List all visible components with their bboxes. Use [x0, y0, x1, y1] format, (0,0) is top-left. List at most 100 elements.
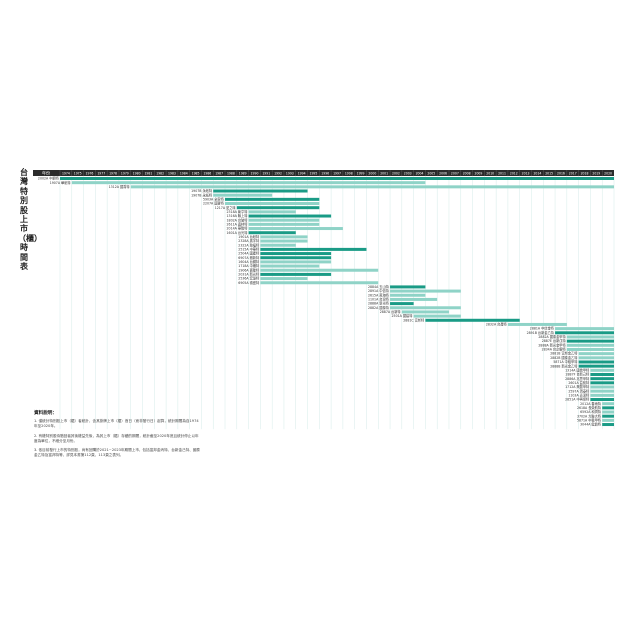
year-tick-label: 1989: [239, 171, 247, 175]
year-tick-label: 1974: [62, 171, 70, 175]
year-tick-label: 1982: [156, 171, 164, 175]
year-tick-label: 1995: [309, 171, 317, 175]
bar-label: 2031A 新光特: [238, 272, 260, 277]
year-tick-label: 1980: [133, 171, 141, 175]
timeline-bar: [590, 372, 614, 376]
bar-label: 5903A 全家特: [203, 196, 225, 201]
year-tick-label: 2014: [533, 171, 541, 175]
timeline-bar: [413, 314, 461, 318]
year-tick-label: 1983: [168, 171, 176, 175]
bar-label: 6592A 和潤特: [580, 409, 602, 414]
year-tick-label: 1988: [227, 171, 235, 175]
bar-label: 1718A 中纖特: [238, 263, 260, 268]
timeline-bar: [578, 352, 614, 356]
bar-label: 2012A 春雨特: [580, 401, 602, 406]
bar-label: 2515A 中華特: [238, 246, 260, 251]
timeline-bar: [260, 239, 308, 243]
year-tick-label: 1998: [345, 171, 353, 175]
year-tick-label: 2006: [439, 171, 447, 175]
chart-title: 台灣特別股上市（櫃）時間表: [18, 168, 42, 272]
bar-label: 2618A 長榮航特: [577, 405, 602, 410]
timeline-bar: [260, 277, 308, 281]
bar-label: 2834A 台企銀特: [542, 347, 567, 352]
bar-label: 2207A 國寶特: [203, 201, 225, 206]
timeline-bar: [225, 197, 320, 201]
timeline-bar: [590, 381, 614, 385]
timeline-bar: [260, 272, 332, 276]
year-tick-label: 2004: [416, 171, 424, 175]
year-tick-label: 2019: [592, 171, 600, 175]
bar-label: 2881B 富邦金乙特: [550, 351, 578, 356]
bar-label: 2501A 國建特: [392, 313, 414, 318]
bar-label: 2888A 新光特: [368, 301, 390, 306]
bar-label: 2002A 中鋼特: [38, 176, 60, 181]
timeline-bar: [425, 318, 520, 322]
timeline-bar: [225, 202, 320, 206]
bar-label: 2322A 致福特: [238, 242, 260, 247]
year-tick-label: 1997: [333, 171, 341, 175]
year-tick-label: 2008: [463, 171, 471, 175]
timeline-bar: [602, 402, 614, 406]
bar-label: 2887E 台新戊特: [542, 338, 567, 343]
timeline-bar: [602, 406, 614, 410]
year-tick-label: 2015: [545, 171, 553, 175]
timeline-bar: [566, 343, 614, 347]
timeline-bar: [248, 222, 320, 226]
bar-label: 2881A 中信金特: [530, 326, 555, 331]
year-tick-label: 2012: [510, 171, 518, 175]
timeline-bar: [390, 293, 426, 297]
year-tick-label: 1985: [192, 171, 200, 175]
bar-label: 2615A 萬海特: [368, 292, 390, 297]
timeline-bar: [590, 389, 614, 393]
bar-label: 2536A 宏璟特: [238, 276, 260, 281]
timeline-bar: [390, 297, 438, 301]
year-tick-label: 1991: [262, 171, 270, 175]
timeline-bar: [213, 189, 308, 193]
timeline-bar: [260, 235, 308, 239]
bar-label: 1906A 寶隆特: [238, 267, 260, 272]
year-tick-label: 2020: [604, 171, 612, 175]
timeline-bar: [248, 231, 296, 235]
bar-label: 1802A 台玻特: [227, 217, 249, 222]
bar-label: 2882A 國泰特: [368, 305, 390, 310]
timeline-bar: [248, 227, 343, 231]
timeline-bar: [260, 243, 296, 247]
bar-label: 2887F 台新己特: [566, 372, 591, 377]
year-header-bar: [33, 170, 614, 176]
timeline-bar: [260, 252, 332, 256]
timeline-bar: [130, 185, 615, 189]
bar-label: 2832A 台產特: [486, 322, 508, 327]
timeline-bar: [602, 418, 614, 422]
timeline-bar: [555, 327, 614, 331]
bar-label: 1601A 台光特: [227, 230, 249, 235]
timeline-bar: [590, 385, 614, 389]
timeline-bar: [60, 177, 614, 180]
timeline-bar: [71, 181, 426, 185]
year-tick-label: 1999: [357, 171, 365, 175]
bar-label: 5871A 中租甲特: [553, 359, 578, 364]
bar-label: 5871A 中租甲特: [577, 417, 602, 422]
year-tick-label: 1975: [74, 171, 82, 175]
bar-label: 2851A 中再保特: [565, 397, 590, 402]
timeline-bar: [260, 281, 379, 285]
notes-heading: 資料說明：: [34, 411, 57, 416]
bar-label: 1316A 聯上特: [227, 213, 249, 218]
bar-label: 1103A 嘉泥特: [568, 392, 590, 397]
bar-label: 1314A 國喬甲特: [565, 367, 590, 372]
timeline-bar: [390, 289, 461, 293]
bar-label: 2328A 廣宇特: [238, 238, 260, 243]
timeline-bar: [578, 364, 614, 368]
timeline-bar: [566, 347, 614, 351]
bar-label: 6907A 雅新特: [238, 255, 260, 260]
timeline-bar: [260, 264, 320, 268]
year-tick-label: 2018: [581, 171, 589, 175]
note-item-1: 1. 僅統計特別股上市（櫃）者統計，含其掛牌上市（櫃）首日（而非發行日）起算，統…: [34, 419, 199, 429]
year-tick-label: 1984: [180, 171, 188, 175]
year-tick-label: 2007: [451, 171, 459, 175]
year-tick-label: 2000: [368, 171, 376, 175]
year-tick-label: 1986: [203, 171, 211, 175]
timeline-bar: [590, 398, 614, 402]
bar-label: 1604A 台鋼特: [238, 259, 260, 264]
note-item-2: 2. 有權特別股待贖回者其後權益先後，為其上市（櫃）存續的期間，統計截至2020…: [34, 433, 199, 443]
